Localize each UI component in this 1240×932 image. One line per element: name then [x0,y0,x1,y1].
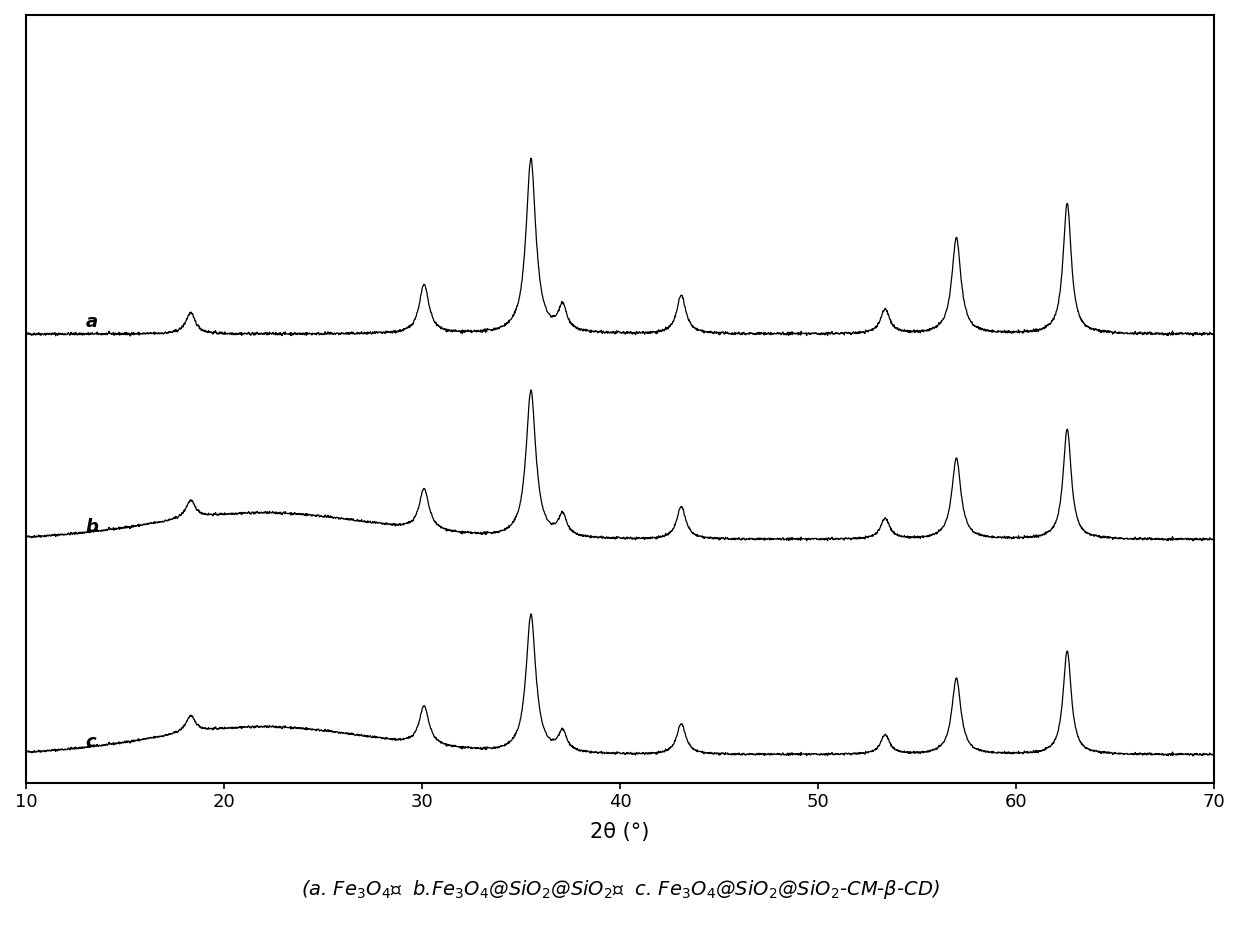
X-axis label: 2θ (°): 2θ (°) [590,822,650,843]
Text: (a. Fe$_3$O$_4$；  b.Fe$_3$O$_4$@SiO$_2$@SiO$_2$；  c. Fe$_3$O$_4$@SiO$_2$@SiO$_2$: (a. Fe$_3$O$_4$； b.Fe$_3$O$_4$@SiO$_2$@S… [300,878,940,900]
Text: b: b [86,518,98,536]
Text: c: c [86,733,97,751]
Text: a: a [86,313,98,331]
